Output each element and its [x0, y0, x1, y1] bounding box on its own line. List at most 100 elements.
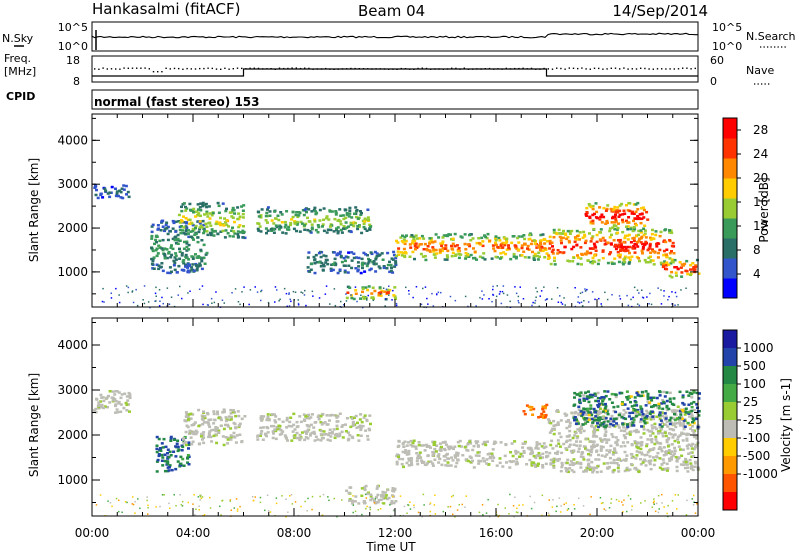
echo-cell [313, 439, 317, 442]
echo-cell [617, 222, 620, 225]
echo-cell [639, 231, 643, 234]
nave-trace [92, 68, 698, 77]
near-range-speckle [382, 287, 385, 289]
echo-cell [581, 236, 585, 239]
echo-cell [273, 413, 276, 416]
echo-cell [690, 392, 694, 396]
echo-cell [488, 239, 492, 242]
echo-cell [113, 398, 117, 401]
echo-cell [612, 420, 616, 423]
echo-cell [261, 438, 265, 441]
echo-cell [373, 289, 377, 293]
echo-cell [644, 261, 648, 264]
echo-cell [538, 456, 542, 460]
near-range-speckle [517, 511, 519, 514]
echo-cell [169, 230, 172, 233]
near-range-speckle [564, 304, 566, 306]
echo-cell [357, 265, 361, 268]
near-range-speckle [170, 296, 173, 298]
echo-cell [616, 231, 620, 235]
near-range-speckle [198, 288, 201, 290]
near-range-speckle [300, 505, 302, 508]
echo-cell [217, 416, 221, 420]
echo-cell [646, 450, 650, 454]
echo-cell [370, 252, 374, 256]
echo-cell [351, 420, 355, 424]
echo-cell [655, 456, 659, 459]
echo-cell [635, 450, 639, 453]
echo-cell [191, 440, 195, 443]
echo-cell [445, 254, 449, 257]
echo-cell [683, 425, 687, 428]
near-range-speckle [581, 305, 584, 307]
near-range-speckle [197, 496, 200, 498]
echo-cell [513, 440, 517, 443]
echo-cell [534, 465, 538, 468]
echo-cell [638, 394, 642, 398]
echo-cell [423, 449, 427, 452]
echo-cell [544, 445, 548, 449]
echo-cell [463, 242, 467, 246]
echo-cell [548, 451, 552, 455]
echo-cell [538, 248, 542, 251]
echo-cell [272, 222, 276, 225]
echo-cell [309, 423, 313, 427]
echo-cell [201, 433, 205, 437]
echo-cell [372, 499, 376, 502]
echo-cell [408, 464, 411, 467]
echo-cell [444, 464, 448, 467]
echo-cell [568, 429, 572, 433]
echo-cell [595, 470, 599, 474]
near-range-speckle [577, 301, 579, 303]
echo-cell [575, 393, 579, 396]
echo-cell [491, 454, 495, 458]
echo-cell [646, 397, 650, 400]
echo-cell [559, 239, 563, 242]
echo-cell [645, 417, 649, 421]
near-range-speckle [325, 285, 328, 287]
echo-cell [157, 267, 161, 271]
echo-cell [608, 449, 612, 452]
echo-cell [469, 253, 473, 257]
echo-cell [99, 400, 103, 403]
echo-cell [214, 222, 218, 226]
echo-cell [105, 396, 109, 399]
echo-cell [562, 251, 566, 254]
echo-cell [157, 454, 161, 458]
near-range-speckle [573, 504, 575, 506]
echo-cell [410, 234, 414, 237]
echo-cell [581, 455, 585, 459]
echo-cell [641, 252, 644, 255]
echo-cell [614, 220, 618, 223]
echo-cell [345, 489, 349, 492]
echo-cell [592, 426, 596, 430]
near-range-speckle [654, 510, 657, 513]
echo-cell [303, 208, 307, 211]
echo-cell [542, 410, 546, 413]
near-range-speckle [663, 290, 665, 292]
echo-cell [572, 449, 576, 452]
echo-cell [393, 265, 397, 268]
echo-cell [612, 461, 616, 465]
echo-cell [306, 437, 310, 440]
echo-cell [625, 454, 629, 457]
near-range-speckle [663, 295, 665, 297]
echo-cell [532, 454, 536, 458]
echo-cell [488, 456, 492, 460]
echo-cell [216, 410, 219, 413]
echo-cell [545, 454, 549, 458]
echo-cell [414, 242, 418, 245]
echo-cell [445, 258, 449, 261]
near-range-speckle [385, 288, 388, 291]
echo-cell [600, 454, 604, 457]
echo-cell [554, 458, 558, 461]
echo-cell [278, 433, 282, 436]
echo-cell [619, 245, 623, 249]
echo-cell [620, 202, 624, 206]
echo-cell [592, 407, 596, 411]
echo-cell [361, 261, 365, 265]
echo-cell [610, 233, 613, 237]
near-range-speckle [181, 500, 184, 503]
echo-cell [625, 390, 629, 393]
echo-cell [167, 252, 171, 255]
